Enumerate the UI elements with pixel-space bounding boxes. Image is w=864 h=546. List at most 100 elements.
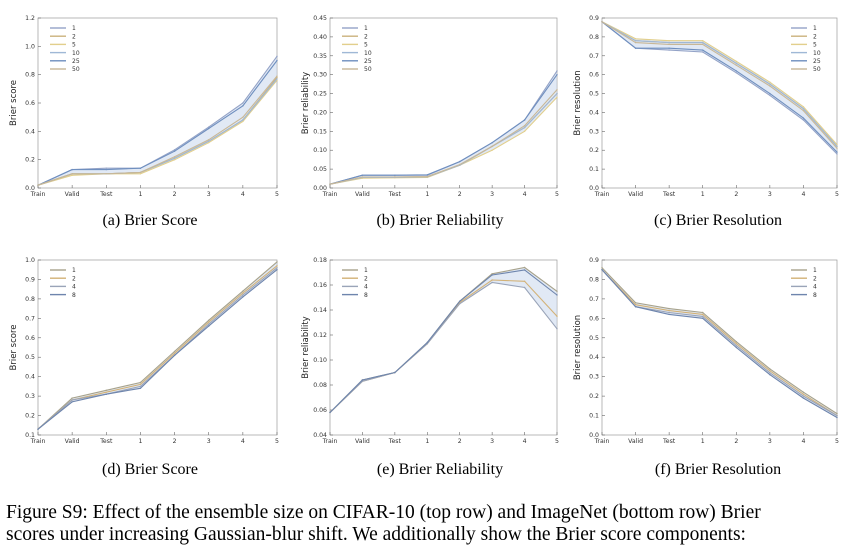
- data-point: [634, 306, 637, 308]
- chart-panel-f: 0.0 0.1 0.2 0.3 0.4 0.5 0.6 0.7 0.8 0.9 Train Valid…: [573, 257, 839, 478]
- data-point: [836, 153, 838, 155]
- plot-frame: [37, 259, 278, 436]
- legend-label: 2: [364, 275, 368, 282]
- y-tick-label: 0.3: [589, 128, 599, 135]
- x-tick-label: 1: [425, 191, 429, 198]
- series-band: [330, 70, 557, 185]
- data-point: [329, 411, 331, 414]
- data-point: [173, 150, 176, 152]
- x-tick-label: 1: [138, 191, 142, 198]
- series-band: [330, 267, 557, 413]
- y-tick-label: 0.3: [589, 374, 599, 381]
- data-point: [769, 94, 771, 97]
- legend-label: 5: [813, 42, 817, 49]
- data-point: [668, 311, 670, 314]
- x-tick-label: 5: [275, 438, 279, 445]
- legend-label: 1: [813, 25, 817, 32]
- data-point: [394, 371, 396, 374]
- legend-label: 10: [813, 50, 821, 57]
- y-tick-label: 0.4: [25, 374, 35, 381]
- legend-label: 25: [364, 58, 372, 65]
- data-point: [702, 315, 704, 318]
- x-tick-label: 3: [490, 191, 494, 198]
- legend-label: 10: [364, 50, 372, 57]
- x-tick-label: Test: [662, 438, 676, 445]
- legend-label: 1: [72, 25, 76, 32]
- legend-label: 1: [813, 267, 817, 274]
- x-tick-label: 3: [490, 438, 494, 445]
- data-point: [634, 302, 637, 304]
- data-point: [173, 354, 176, 356]
- data-point: [491, 279, 493, 281]
- y-tick-label: 1.2: [25, 15, 35, 22]
- x-tick-label: Train: [30, 191, 46, 198]
- legend-label: 2: [364, 33, 368, 40]
- data-point: [208, 142, 210, 144]
- y-tick-label: 0.04: [313, 432, 327, 439]
- data-point: [242, 102, 244, 104]
- data-point: [668, 313, 670, 316]
- y-tick-label: 0.7: [25, 315, 35, 322]
- x-tick-label: Valid: [65, 191, 80, 198]
- legend-label: 1: [72, 267, 76, 274]
- y-tick-label: 0.1: [589, 413, 599, 420]
- data-point: [242, 290, 244, 292]
- y-tick-label: 0.6: [589, 315, 599, 322]
- legend-label: 25: [72, 58, 80, 65]
- data-point: [668, 309, 670, 312]
- x-tick-label: 2: [173, 191, 177, 198]
- y-tick-label: 0.2: [589, 147, 599, 154]
- x-tick-label: 4: [523, 191, 527, 198]
- legend-label: 50: [364, 66, 372, 73]
- y-tick-label: 0.4: [589, 354, 599, 361]
- y-tick-label: 0.16: [313, 282, 327, 289]
- x-tick-label: 4: [241, 191, 245, 198]
- data-point: [556, 290, 558, 292]
- y-tick-label: 1.0: [25, 257, 35, 264]
- data-point: [139, 171, 142, 174]
- x-tick-label: Train: [322, 438, 338, 445]
- y-tick-label: 0.0: [589, 432, 599, 439]
- data-point: [802, 109, 805, 112]
- data-point: [735, 341, 737, 343]
- data-point: [523, 269, 526, 271]
- data-point: [71, 397, 73, 399]
- data-point: [361, 176, 364, 178]
- x-tick-label: Test: [388, 191, 402, 198]
- data-point: [71, 401, 73, 403]
- data-point: [802, 397, 805, 399]
- data-point: [769, 372, 771, 374]
- data-point: [702, 317, 704, 319]
- y-tick-label: 0.3: [25, 393, 35, 400]
- data-point: [394, 174, 396, 176]
- x-tick-label: 5: [835, 191, 839, 198]
- data-point: [802, 119, 805, 121]
- legend-label: 2: [813, 33, 817, 40]
- data-point: [735, 344, 737, 347]
- data-point: [139, 385, 142, 388]
- y-tick-label: 0.06: [313, 407, 327, 414]
- x-tick-label: 2: [458, 438, 462, 445]
- data-point: [459, 303, 461, 305]
- series-line-50: [601, 21, 838, 149]
- data-point: [105, 173, 108, 175]
- data-point: [735, 72, 737, 74]
- data-point: [105, 168, 108, 171]
- plot-frame: [329, 259, 558, 436]
- data-point: [71, 174, 73, 176]
- y-tick-label: 0.00: [313, 185, 327, 192]
- data-point: [208, 127, 210, 130]
- y-tick-label: 0.8: [589, 34, 599, 41]
- series-line-4: [329, 281, 558, 413]
- y-tick-label: 0.8: [25, 72, 35, 79]
- data-point: [802, 106, 805, 108]
- data-point: [208, 319, 210, 321]
- data-point: [208, 126, 210, 128]
- legend-label: 50: [813, 66, 821, 73]
- data-point: [802, 391, 805, 393]
- y-tick-label: 0.2: [25, 413, 35, 420]
- y-tick-label: 0.10: [313, 147, 327, 154]
- series-line-4: [37, 267, 278, 430]
